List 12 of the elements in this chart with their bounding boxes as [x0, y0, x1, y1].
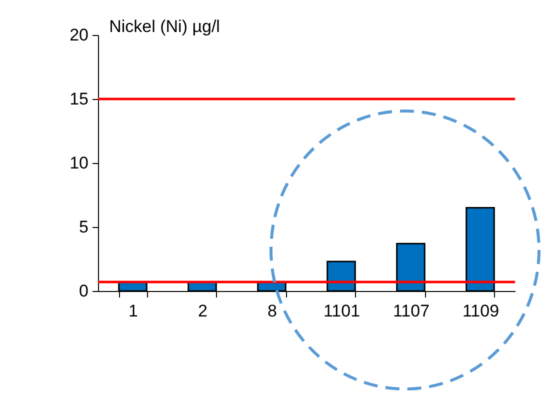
x-tick-label: 8 — [268, 302, 277, 320]
x-tick-label: 1101 — [323, 302, 360, 320]
y-tick-label: 0 — [79, 282, 88, 300]
x-tick-label: 2 — [198, 302, 208, 320]
y-tick-label: 15 — [70, 90, 88, 108]
x-tick-label: 1 — [128, 302, 138, 320]
y-tick-label: 5 — [79, 218, 88, 236]
y-tick-label: 20 — [70, 26, 88, 44]
x-tick-label: 1109 — [462, 302, 500, 320]
x-tick-label: 1107 — [392, 302, 430, 320]
chart-title: Nickel (Ni) µg/l — [109, 17, 220, 36]
y-tick-label: 10 — [70, 154, 88, 172]
